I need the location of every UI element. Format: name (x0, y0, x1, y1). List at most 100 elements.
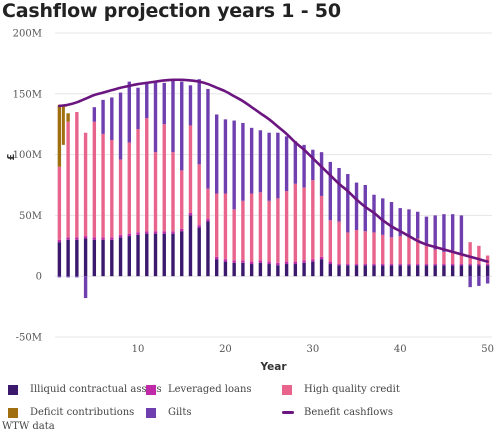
bar-segment (389, 202, 394, 238)
bar-segment (188, 215, 193, 277)
bar-segment (92, 237, 97, 240)
bar-segment (477, 265, 481, 277)
bar-segment (485, 265, 490, 277)
bar-segment (223, 261, 228, 277)
bar-segment (354, 229, 359, 265)
legend-swatch (8, 407, 18, 418)
bar-segment (206, 88, 210, 189)
bar-segment (389, 265, 394, 277)
bar-segment (302, 187, 306, 261)
bar-segment (354, 182, 359, 230)
bar-segment (267, 261, 271, 265)
bar-segment (319, 256, 324, 260)
bar-segment (214, 259, 219, 277)
bar-segment (311, 261, 315, 277)
bar-segment (188, 212, 193, 216)
bar-segment (276, 132, 280, 199)
legend-swatch (282, 384, 292, 395)
bar-segment (267, 200, 271, 262)
bar-segment (162, 82, 166, 125)
bar-segment (162, 231, 166, 234)
y-tick-label: 100M (13, 150, 42, 161)
bar-segment (450, 265, 455, 277)
bar-segment (197, 164, 201, 226)
bar-segment (381, 234, 385, 265)
bar-segment (433, 249, 437, 265)
bar-segment (258, 260, 263, 263)
bar-segment (459, 253, 464, 265)
deficit-marker (61, 104, 65, 145)
x-tick-label: 50 (481, 344, 494, 355)
bar-segment (442, 251, 446, 265)
legend-item-gilts[interactable]: Gilts (146, 407, 192, 418)
bar-segment (66, 121, 70, 238)
bar-segment (118, 234, 123, 238)
bar-segment (180, 81, 184, 171)
y-tick-label: 150M (13, 89, 42, 100)
bar-segment (459, 264, 464, 266)
bar-segment (372, 232, 376, 265)
bar-segment (249, 127, 254, 194)
chart-title: Cashflow projection years 1 - 50 (2, 0, 341, 22)
bar-segment (57, 105, 62, 167)
bar-segment (101, 239, 105, 277)
bar-segment (171, 233, 175, 277)
bar-segment (372, 264, 376, 266)
legend-item-deficit[interactable]: Deficit contributions (8, 407, 134, 418)
bar-segment (136, 129, 140, 233)
bar-segment (223, 119, 228, 194)
bar-segment (337, 221, 341, 265)
bar-segment (346, 174, 350, 233)
bar-segment (92, 239, 97, 277)
bar-segment (477, 245, 481, 265)
bar-segment (223, 193, 228, 260)
bar-segment (267, 264, 271, 277)
bar-segment (389, 264, 394, 266)
bar-segment (66, 113, 70, 122)
bar-segment (302, 262, 306, 277)
bar-segment (258, 192, 263, 261)
bar-segment (468, 265, 472, 277)
benefit-cashflows-line (58, 78, 489, 263)
bar-segment (319, 195, 324, 257)
bar-segment (468, 264, 472, 266)
bar-segment (311, 180, 315, 260)
bar-segment (311, 259, 315, 262)
bar-segment (153, 152, 158, 232)
bar-segment (214, 114, 219, 194)
bar-segment (450, 250, 455, 265)
legend-label: Leveraged loans (168, 384, 252, 395)
legend-label: Benefit cashflows (304, 407, 394, 418)
bar-segment (485, 255, 490, 265)
bar-segment (416, 211, 420, 239)
bar-segment (118, 159, 123, 235)
legend-item-leveraged[interactable]: Leveraged loans (146, 384, 252, 395)
bar-segment (101, 133, 105, 238)
bar-segment (153, 81, 158, 153)
bar-segment (381, 198, 385, 235)
legend-item-high-quality-credit[interactable]: High quality credit (282, 384, 400, 395)
bar-segment (249, 261, 254, 265)
bar-segment (398, 265, 402, 277)
bar-segment (293, 264, 298, 277)
bar-segment (118, 237, 123, 277)
bar-segment (83, 238, 88, 277)
bar-segment (276, 265, 280, 277)
bar-segment (145, 118, 149, 232)
bar-segment (214, 256, 219, 260)
bar-segment (232, 260, 236, 263)
bar-segment (485, 264, 490, 266)
bar-segment (433, 265, 437, 277)
legend-item-illiquid[interactable]: Illiquid contractual assets (8, 384, 162, 395)
bar-segment (442, 265, 446, 277)
legend-item-benefit-cashflows[interactable]: Benefit cashflows (282, 407, 393, 418)
bar-segment (153, 231, 158, 234)
legend-label: Deficit contributions (30, 407, 135, 418)
bar-segment (66, 239, 70, 277)
x-tick-label: 20 (219, 344, 232, 355)
bar-segment (83, 236, 88, 239)
legend-line-swatch (282, 411, 294, 414)
legend-label: Illiquid contractual assets (30, 384, 162, 395)
x-tick-label: 30 (306, 344, 319, 355)
y-tick-label: 0 (36, 272, 42, 283)
